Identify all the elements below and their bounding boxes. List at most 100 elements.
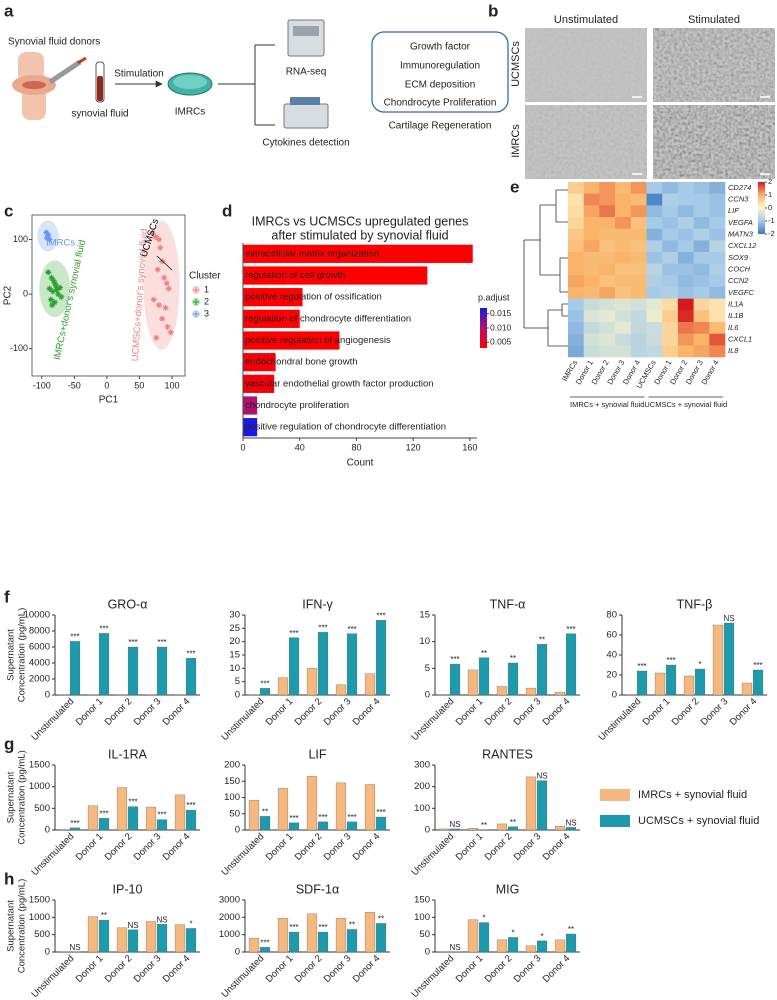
y-tick-label: 1000 (29, 781, 50, 792)
point (45, 269, 52, 276)
bar (694, 668, 706, 696)
bar (683, 675, 695, 696)
colorbar-label: 0 (768, 203, 772, 212)
point (49, 302, 56, 309)
y-tick-label: 40 (606, 650, 617, 661)
x-tick-label: Donor 4 (541, 953, 573, 985)
x-tick-label: Donor 2 (483, 696, 515, 728)
bar (723, 622, 735, 696)
chart-title: IFN-γ (302, 597, 333, 611)
bar (87, 916, 99, 953)
x-tick-label: -50 (68, 380, 81, 390)
sequencer-icon (293, 26, 319, 36)
heatmap-cell (615, 287, 632, 299)
heatmap-cell (662, 252, 679, 264)
y-tick-label: 0 (425, 825, 430, 836)
colorbar-label: -2 (768, 229, 775, 238)
significance-label: NS (723, 614, 734, 623)
y-axis-label: Concentration (pg/mL) (17, 879, 28, 974)
point (167, 329, 174, 336)
heatmap-cell (677, 240, 694, 253)
colorbar-label: 2 (768, 177, 772, 186)
significance-label: ** (481, 821, 487, 830)
heatmap-cell (583, 287, 600, 299)
y-tick-label: 200 (414, 781, 430, 792)
heatmap-cell (599, 193, 616, 206)
y-axis-label: Concentration (pg/mL) (17, 608, 28, 703)
dendrogram (523, 189, 568, 347)
bar (752, 669, 764, 696)
bar (243, 244, 473, 263)
colorbar-label: 0.005 (490, 337, 512, 347)
bar (98, 818, 110, 831)
bar (438, 828, 450, 831)
heatmap-cell (599, 263, 616, 276)
x-tick-label: Donor 2 (103, 831, 135, 863)
panel-label: h (4, 869, 14, 888)
bar (185, 658, 197, 696)
bar (346, 821, 358, 831)
heatmap-cell (615, 310, 632, 323)
bar (277, 677, 289, 696)
significance-label: NS (536, 772, 547, 781)
significance-label: *** (70, 819, 79, 828)
row-label: CXCL1 (728, 334, 752, 343)
bar (449, 663, 461, 696)
heatmap-cell (693, 322, 710, 334)
x-tick-label: Unstimulated (409, 696, 456, 743)
point (55, 291, 62, 298)
point (162, 304, 169, 311)
significance-label: *** (99, 809, 108, 818)
legend-marker (193, 311, 199, 317)
point (155, 302, 162, 309)
heatmap-cell (599, 182, 616, 194)
significance-label: NS (449, 820, 460, 829)
significance-label: *** (128, 798, 137, 807)
heatmap-cell (615, 333, 632, 346)
legend-title: Cluster (189, 271, 221, 282)
heatmap-cell (646, 287, 663, 299)
x-tick-label: Donor 2 (103, 953, 135, 985)
heatmap-cell (646, 322, 663, 334)
y-tick-label: 10000 (24, 610, 50, 621)
heatmap-cell (677, 252, 694, 264)
colorbar (480, 308, 487, 348)
panel-label: e (510, 177, 519, 196)
chart-title: RANTES (482, 747, 533, 761)
y-tick-label: 200 (224, 760, 240, 771)
x-tick-label: Donor 4 (161, 953, 193, 985)
colorbar-label: 1 (768, 190, 772, 199)
bar (243, 266, 428, 285)
heatmap-cell (662, 228, 679, 241)
heatmap-cell (630, 182, 647, 194)
bar (654, 672, 666, 696)
heatmap-cell (677, 298, 694, 311)
heatmap-cell (630, 240, 647, 253)
bar (364, 784, 376, 831)
dish-icon (173, 75, 207, 89)
row-label: CXCL12 (728, 241, 757, 250)
row-label: LIF (728, 206, 739, 215)
point (46, 236, 53, 243)
chart-title: MIG (496, 882, 520, 896)
bar (277, 918, 289, 953)
significance-label: *** (566, 625, 575, 634)
heatmap-cell (709, 310, 726, 323)
y-tick-label: 15 (229, 650, 240, 661)
heatmap-cell (677, 228, 694, 241)
heatmap-cell (646, 240, 663, 253)
heatmap-cell (662, 240, 679, 253)
bar (346, 929, 358, 953)
bar (375, 816, 387, 831)
heatmap-cell (693, 298, 710, 311)
x-tick-label: Unstimulated (29, 696, 76, 743)
cluster-ellipse (143, 221, 180, 350)
significance-label: ** (262, 807, 268, 816)
y-tick-label: 500 (34, 929, 50, 940)
significance-label: *** (70, 633, 79, 642)
heatmap-cell (709, 298, 726, 311)
bar (243, 288, 303, 307)
significance-label: NS (565, 819, 576, 828)
panel-label: f (4, 587, 10, 606)
significance-label: *** (637, 662, 646, 671)
